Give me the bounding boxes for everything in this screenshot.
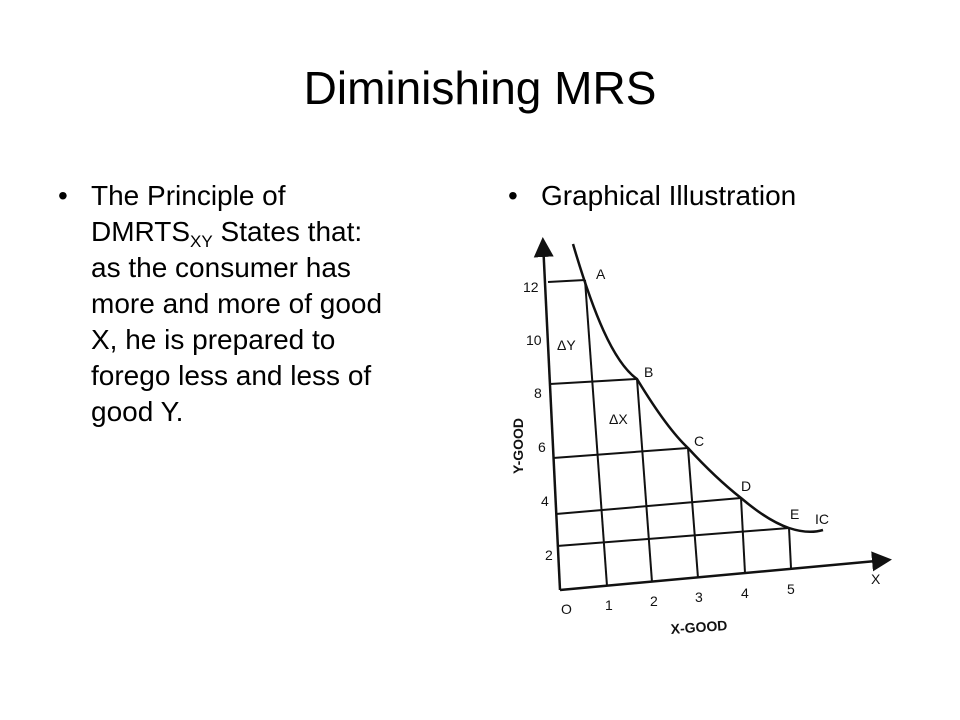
grid-horizontal [556,527,790,547]
bullet-dot: • [58,180,68,211]
principle-line-2-rest: States that: [212,216,363,247]
principle-line-6: forego less and less of [91,360,372,391]
y-tick-label: 12 [523,279,539,295]
principle-bullet: • The Principle of DMRTSXY States that: … [58,178,463,430]
point-label-c: C [694,433,704,449]
origin-label: O [561,601,572,617]
x-tick-label: 5 [787,581,795,597]
bullet-dot: • [508,180,518,211]
dmrts-subscript: XY [190,232,213,251]
indifference-curve-diagram: A B C D E IC ΔY ΔX 2 4 6 8 10 12 O 1 2 3… [505,222,905,650]
y-tick-label: 6 [538,439,546,455]
grid-vertical [740,497,746,574]
curve-label-ic: IC [815,511,829,527]
principle-line-7: good Y. [91,396,184,427]
y-axis [533,237,562,591]
x-tick-label: 2 [650,593,658,609]
graph-bullet: • Graphical Illustration [508,178,928,214]
x-axis [559,551,892,592]
x-tick-label: 4 [741,585,749,601]
indifference-curve [571,243,824,533]
principle-line-2: DMRTSXY States that: [91,214,463,250]
diagram-svg: A B C D E IC ΔY ΔX 2 4 6 8 10 12 O 1 2 3… [510,237,892,637]
delta-x-label: ΔX [609,411,628,427]
grid-vertical [636,378,653,583]
point-label-d: D [741,478,751,494]
principle-line-1: The Principle of [91,180,286,211]
x-tick-label: 1 [605,597,613,613]
principle-line-4: more and more of good [91,288,383,319]
delta-y-label: ΔY [557,337,576,353]
right-content: • Graphical Illustration [508,178,928,214]
grid-vertical [788,527,792,569]
grid-horizontal [549,378,638,385]
grid-vertical [584,279,608,587]
y-tick-label: 4 [541,493,549,509]
grid-horizontal [547,279,586,283]
point-label-a: A [596,266,606,282]
graph-bullet-text: Graphical Illustration [541,180,797,211]
slide-title: Diminishing MRS [303,62,657,114]
y-tick-label: 8 [534,385,542,401]
x-axis-label: X-GOOD [670,617,728,637]
x-tick-label: 3 [695,589,703,605]
dmrts-term: DMRTS [91,216,191,247]
left-content: • The Principle of DMRTSXY States that: … [58,178,463,430]
y-axis-label: Y-GOOD [510,418,526,474]
grid-horizontal [555,497,742,515]
principle-line-3: as the consumer has [91,252,351,283]
point-label-e: E [790,506,799,522]
y-tick-label: 10 [526,332,542,348]
x-axis-letter: X [871,571,881,587]
y-tick-label: 2 [545,547,553,563]
grid-horizontal [552,447,689,459]
principle-line-5: X, he is prepared to [91,324,336,355]
grid-vertical [687,447,699,579]
point-label-b: B [644,364,653,380]
